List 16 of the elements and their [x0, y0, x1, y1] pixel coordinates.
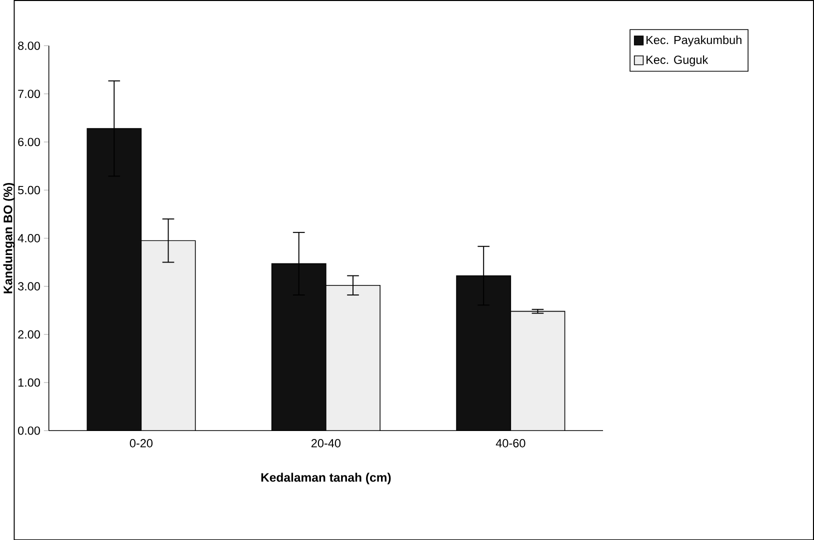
legend-label: Kec. Payakumbuh [646, 35, 742, 46]
y-tick-label: 6.00 [18, 138, 40, 146]
y-tick-label: 3.00 [18, 282, 40, 290]
y-tick-label: 1.00 [18, 378, 40, 386]
x-tick-label: 20-40 [311, 438, 341, 448]
y-tick-label: 5.00 [18, 186, 40, 194]
y-tick-label: 8.00 [18, 41, 40, 50]
x-tick-label: 40-60 [496, 438, 526, 448]
legend-label: Kec. Guguk [646, 55, 708, 66]
x-tick-label: 0-20 [130, 438, 153, 448]
x-axis-title: Kedalaman tanah (cm) [261, 472, 391, 484]
y-tick-label: 0.00 [18, 426, 40, 435]
y-tick-label: 7.00 [18, 90, 40, 98]
y-tick-label: 2.00 [18, 330, 40, 338]
y-tick-label: 4.00 [18, 234, 40, 242]
y-axis-title: Kandungan BO (%) [3, 182, 15, 294]
